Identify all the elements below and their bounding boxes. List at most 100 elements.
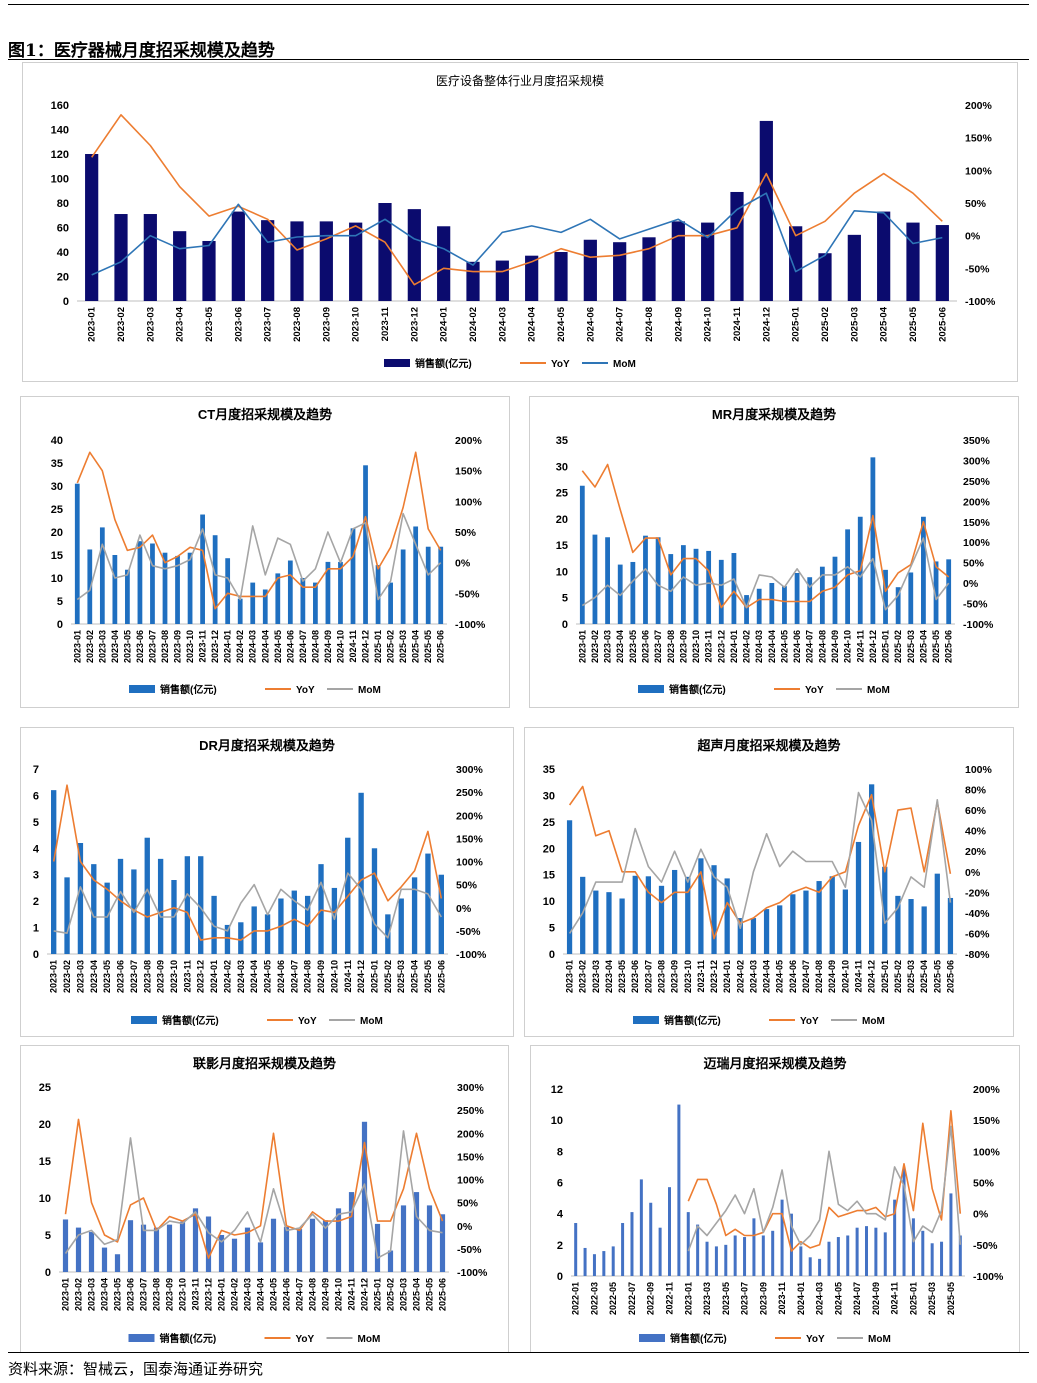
bar-2024-03 [250,582,256,624]
category-label: 2025-03 [399,1278,409,1311]
bar-2023-10 [693,548,699,624]
category-label: 2023-03 [145,307,156,342]
bar-2024-06 [790,894,796,954]
category-label: 2024-03 [748,960,758,993]
category-label: 2025-06 [944,630,954,663]
bar-2023-04 [101,1247,108,1272]
bar-2024-03 [495,260,509,301]
right-tick-label: 250% [963,476,991,488]
right-tick-label: 100% [965,764,993,776]
category-label: 2023-04 [89,960,99,993]
right-tick-label: -50% [455,588,480,600]
category-label: 2024-05 [273,630,283,663]
left-tick-label: 10 [556,566,568,578]
bar-2025-01 [882,866,888,954]
bar-2023-07 [150,543,155,624]
right-tick-label: 0% [963,578,979,590]
category-label: 2023-01 [577,630,587,663]
right-tick-label: 100% [457,1175,485,1187]
category-label: 2024-02 [235,630,245,663]
yoy-line [581,463,950,609]
bar-2025-02 [895,587,901,624]
category-label: 2023-02 [74,1278,84,1311]
bar-2023-08 [153,1227,160,1272]
yoy-line [568,785,952,940]
category-label: 2023-08 [292,307,303,342]
bar-2025-05 [949,1193,953,1276]
bar-2025-02 [895,895,901,954]
bar-2025-06 [438,874,444,954]
category-label: 2023-08 [142,960,152,993]
bar-2024-10 [845,529,851,624]
bar-2023-02 [64,877,70,954]
category-label: 2023-03 [97,630,107,663]
bar-2024-05 [782,586,787,624]
mom-line [76,512,442,601]
bar-2023-12 [212,535,218,624]
bar-2025-02 [921,1230,925,1276]
right-tick-label: 0% [965,231,981,243]
legend-bar-swatch [639,1334,665,1342]
bar-2024-06 [583,239,597,301]
bar-2024-01 [724,878,730,954]
category-label: 2025-04 [879,306,890,342]
right-tick-label: 50% [963,558,985,570]
left-tick-label: 5 [562,593,568,605]
bottom-rule [8,1352,1029,1353]
left-tick-label: 30 [556,461,568,473]
category-label: 2024-03 [243,1278,253,1311]
left-tick-label: 30 [51,481,63,493]
category-label: 2024-10 [335,630,345,663]
bar-2024-12 [902,1166,906,1276]
right-tick-label: 200% [965,100,993,112]
category-label: 2023-01 [565,960,575,993]
category-label: 2024-04 [249,960,259,993]
bar-2023-06 [117,858,124,954]
bar-2023-03 [77,843,84,954]
category-label: 2025-05 [425,1278,435,1311]
bar-2023-12 [407,209,421,301]
bar-2023-05 [619,898,625,954]
left-tick-label: 15 [51,550,63,562]
bar-2023-01 [51,790,57,954]
right-tick-label: 80% [965,785,987,797]
bar-2024-06 [794,573,800,624]
bar-2023-11 [706,550,712,624]
legend-bar-swatch [128,1334,155,1342]
bar-2024-10 [842,889,848,954]
left-tick-label: 4 [33,843,40,855]
bar-2023-07 [743,1237,747,1276]
left-tick-label: 160 [51,100,69,112]
bar-2025-01 [911,1218,915,1276]
category-label: 2024-07 [805,630,815,663]
category-label: 2024-05 [269,1278,279,1311]
bar-2025-01 [374,1223,381,1272]
legend-yoy-label: YoY [296,685,315,696]
left-tick-label: 25 [543,817,555,829]
bar-2024-01 [731,553,737,624]
bar-2024-12 [759,120,773,301]
bar-2024-12 [869,784,875,954]
chart-title: 超声月度招采规模及趋势 [697,738,840,753]
bar-2022-09 [649,1202,653,1276]
yoy-line [91,114,943,286]
category-label: 2022-05 [608,1282,618,1315]
left-tick-label: 20 [39,1119,51,1131]
bar-2023-06 [632,875,638,954]
yoy-line [76,451,442,610]
category-label: 2023-05 [113,1278,123,1311]
left-tick-label: 35 [543,764,555,776]
legend-bar-label: 销售额(亿元) [664,1014,721,1027]
category-label: 2024-07 [289,960,299,993]
category-label: 2024-05 [775,960,785,993]
bar-2023-04 [714,1246,718,1276]
legend-yoy-label: YoY [800,1016,819,1027]
category-label: 2023-11 [380,306,391,341]
bar-2022-08 [639,1179,643,1276]
left-tick-label: 35 [556,435,568,447]
mom-line [91,192,943,276]
right-tick-label: 200% [455,435,483,447]
category-label: 2025-02 [386,1278,396,1311]
right-tick-label: 50% [455,527,477,539]
bar-2023-02 [114,214,128,301]
